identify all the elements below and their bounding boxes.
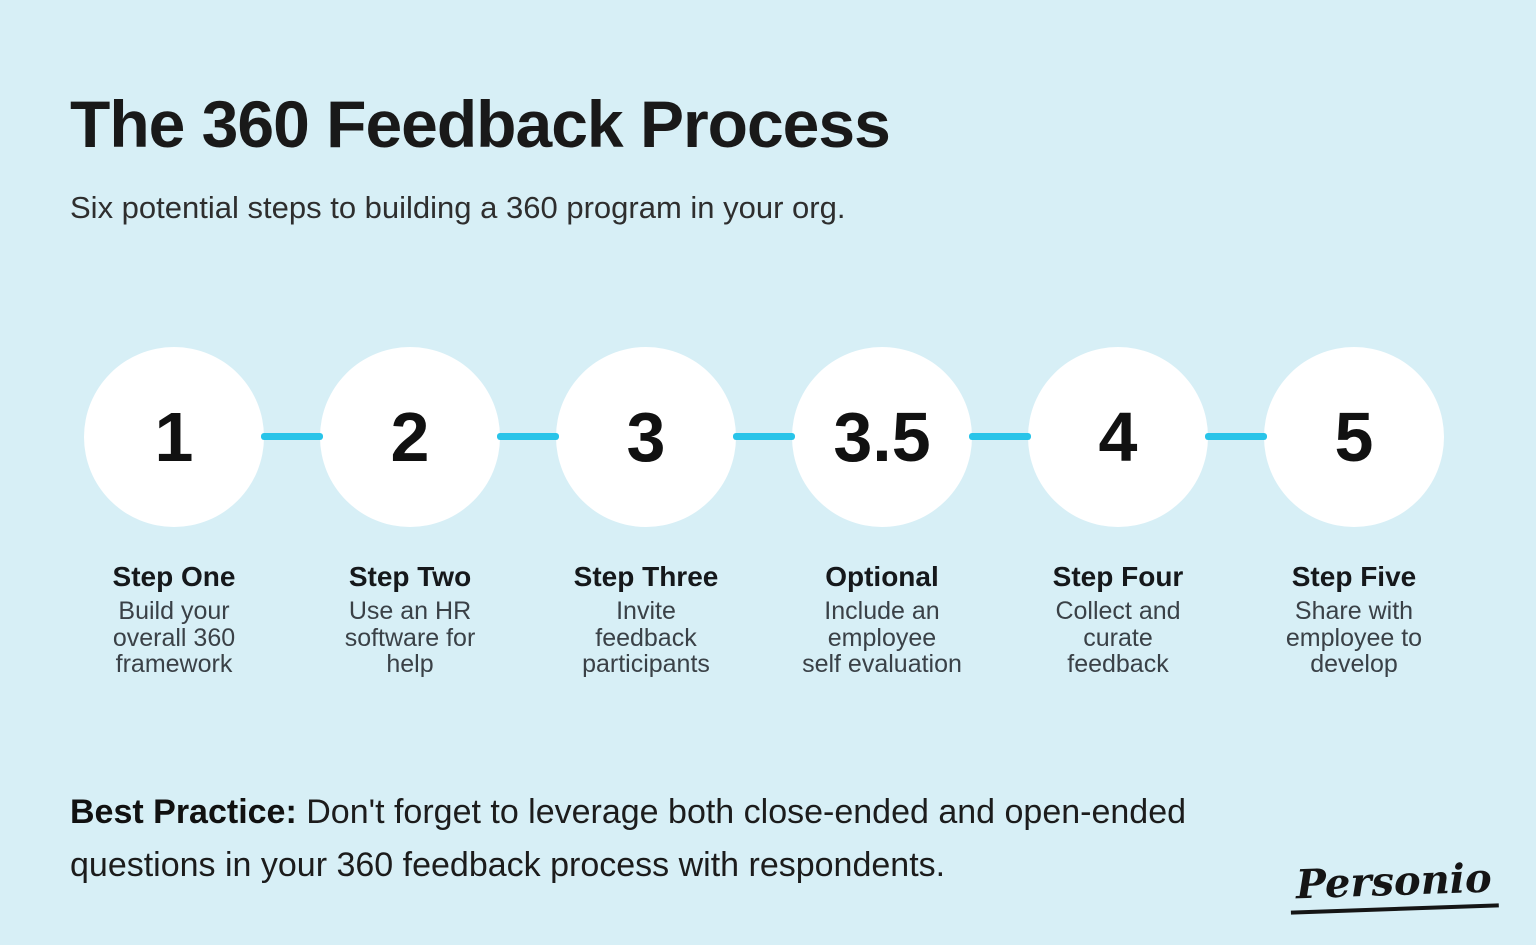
step-item-3-5: 3.5 Optional Include an employee self ev…	[733, 347, 1000, 678]
step-circle: 4	[1028, 347, 1208, 527]
step-item-3: 3 Step Three Invite feedback participant…	[497, 347, 764, 678]
step-number: 2	[390, 398, 430, 476]
step-item-5: 5 Step Five Share with employee to devel…	[1205, 347, 1472, 678]
step-item-4: 4 Step Four Collect and curate feedback	[969, 347, 1236, 678]
step-description: Build your overall 360 framework	[112, 597, 236, 678]
step-circle: 3.5	[792, 347, 972, 527]
step-title: Step Three	[573, 561, 719, 592]
step-title: Step Four	[1052, 561, 1184, 592]
step-circle: 2	[320, 347, 500, 527]
step-item-1: 1 Step One Build your overall 360 framew…	[56, 347, 292, 678]
step-title: Optional	[825, 561, 939, 592]
step-description: Collect and curate feedback	[1055, 597, 1181, 678]
step-circle: 5	[1264, 347, 1444, 527]
step-number: 3	[626, 398, 666, 476]
connector-line	[1205, 433, 1267, 440]
step-description: Invite feedback participants	[582, 597, 710, 678]
step-title: Step Two	[348, 561, 472, 592]
step-circle: 3	[556, 347, 736, 527]
page-title: The 360 Feedback Process	[70, 87, 891, 161]
step-circle: 1	[84, 347, 264, 527]
best-practice-note: Best Practice: Don't forget to leverage …	[70, 786, 1186, 891]
step-number: 5	[1334, 398, 1374, 476]
steps-timeline: 1 Step One Build your overall 360 framew…	[56, 347, 1472, 678]
connector-line	[969, 433, 1031, 440]
connector-line	[497, 433, 559, 440]
best-practice-text: Don't forget to leverage both close-ende…	[70, 793, 1187, 884]
best-practice-label: Best Practice:	[70, 793, 297, 831]
step-number: 3.5	[833, 398, 931, 476]
step-number: 4	[1098, 398, 1138, 476]
step-item-2: 2 Step Two Use an HR software for help	[261, 347, 528, 678]
connector-line	[733, 433, 795, 440]
step-title: Step Five	[1291, 561, 1417, 592]
step-number: 1	[154, 398, 194, 476]
step-description: Use an HR software for help	[344, 597, 476, 678]
step-description: Share with employee to develop	[1285, 597, 1423, 678]
personio-logo: Personio	[1289, 854, 1499, 915]
connector-line	[261, 433, 323, 440]
page-subtitle: Six potential steps to building a 360 pr…	[70, 190, 846, 225]
step-title: Step One	[112, 561, 236, 592]
step-description: Include an employee self evaluation	[802, 597, 962, 678]
